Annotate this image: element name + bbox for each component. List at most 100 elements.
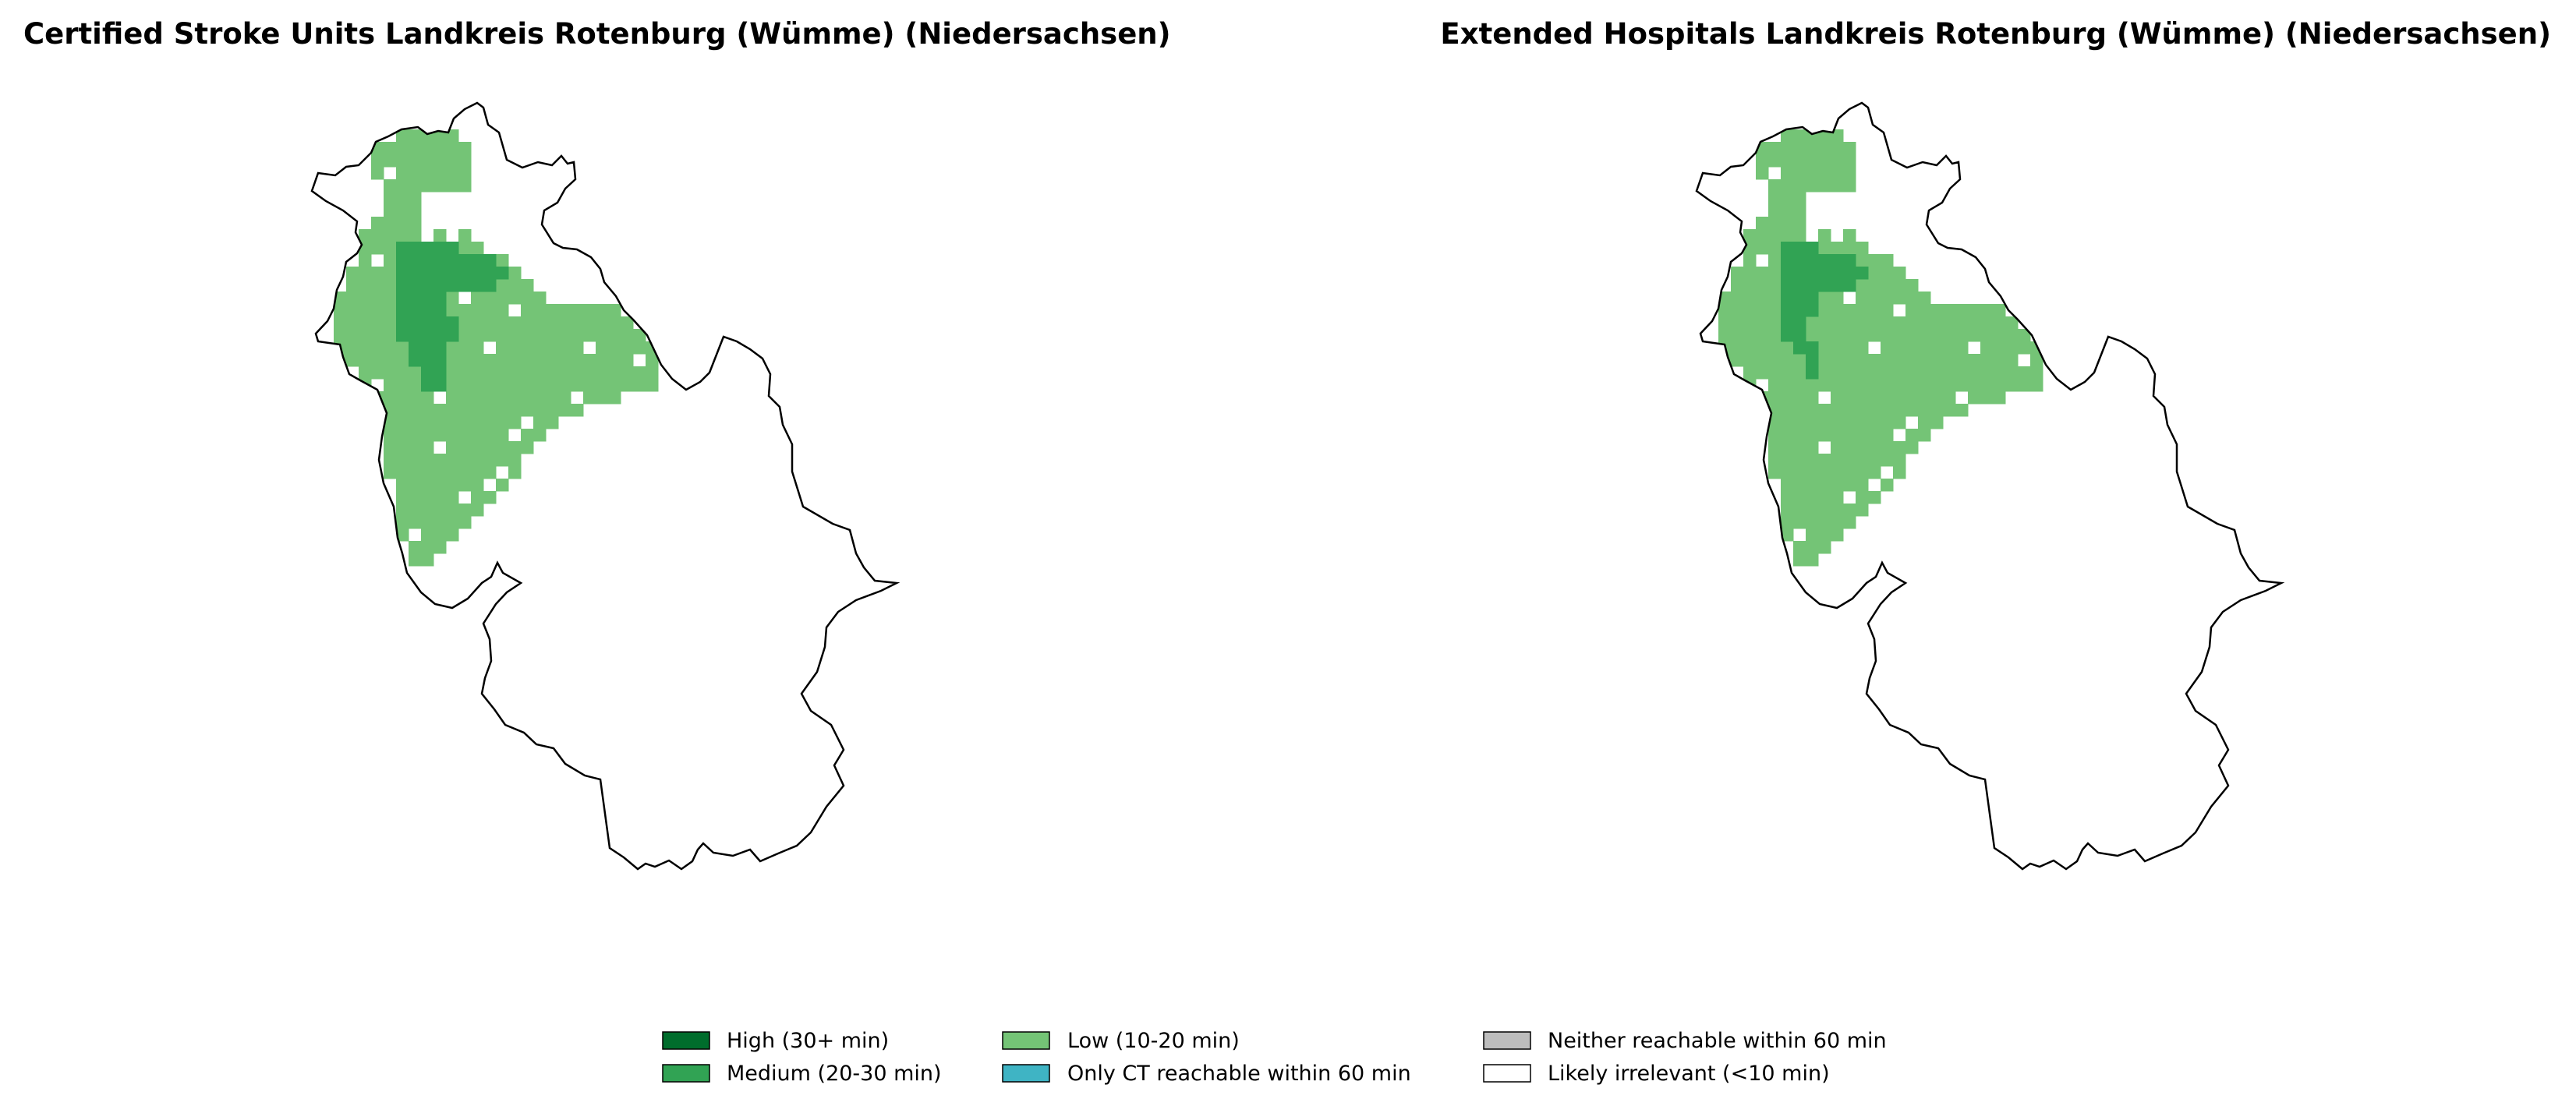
legend: High (30+ min) Medium (20-30 min) Low (1… <box>662 1029 1887 1086</box>
low-cell <box>458 354 472 367</box>
low-cell <box>1731 329 1744 342</box>
low-cell <box>458 329 472 342</box>
medium-cell <box>1843 254 1856 267</box>
low-cell <box>1756 316 1769 330</box>
low-cell <box>1930 329 1944 342</box>
low-cell <box>1905 279 1919 292</box>
low-cell <box>1893 341 1906 355</box>
low-cell <box>1893 366 1906 380</box>
low-cell <box>371 316 384 330</box>
medium-cell <box>396 304 409 317</box>
low-cell <box>1768 279 1782 292</box>
low-cell <box>1905 391 1919 405</box>
medium-cell <box>1818 279 1831 292</box>
low-cell <box>1856 479 1869 492</box>
low-cell <box>396 217 409 230</box>
low-cell <box>1943 316 1956 330</box>
low-cell <box>471 479 484 492</box>
low-cell <box>546 304 559 317</box>
medium-cell <box>1806 242 1819 255</box>
low-cell <box>1968 366 1981 380</box>
low-cell <box>1905 329 1919 342</box>
low-cell <box>521 341 534 355</box>
low-cell <box>396 416 409 429</box>
low-cell <box>1868 441 1881 454</box>
low-cell <box>1868 379 1881 392</box>
low-cell <box>1818 316 1831 330</box>
low-cell <box>533 404 547 417</box>
low-cell <box>533 292 547 305</box>
low-cell <box>496 316 509 330</box>
low-cell <box>446 429 459 442</box>
low-cell <box>533 341 547 355</box>
low-cell <box>1918 366 1931 380</box>
low-cell <box>1818 416 1831 429</box>
low-cell <box>396 229 409 242</box>
low-cell <box>1818 242 1831 255</box>
low-cell <box>1843 229 1856 242</box>
low-cell <box>1831 242 1844 255</box>
low-cell <box>1968 329 1981 342</box>
low-cell <box>1881 267 1894 280</box>
map-left-panel: Certified Stroke Units Landkreis Rotenbu… <box>23 17 1171 871</box>
low-cell <box>1768 192 1782 205</box>
medium-cell <box>433 354 447 367</box>
low-cell <box>421 142 434 155</box>
low-cell <box>1905 304 1919 317</box>
low-cell <box>1743 304 1757 317</box>
low-cell <box>1806 541 1819 554</box>
low-cell <box>458 429 472 442</box>
low-cell <box>1781 142 1794 155</box>
low-cell <box>1868 279 1881 292</box>
medium-cell <box>446 279 459 292</box>
low-cell <box>1868 404 1881 417</box>
low-cell <box>1868 304 1881 317</box>
medium-cell <box>483 279 497 292</box>
low-cell <box>1993 366 2006 380</box>
low-cell <box>446 154 459 168</box>
low-cell <box>1806 391 1819 405</box>
low-cell <box>334 329 347 342</box>
low-cell <box>1768 217 1782 230</box>
low-cell <box>458 479 472 492</box>
low-cell <box>483 304 497 317</box>
low-cell <box>1793 154 1806 168</box>
low-cell <box>359 341 372 355</box>
low-cell <box>396 379 409 392</box>
low-cell <box>646 354 659 367</box>
low-cell <box>621 316 634 330</box>
low-cell <box>396 528 409 542</box>
low-cell <box>596 366 609 380</box>
low-cell <box>458 142 472 155</box>
low-cell <box>1968 316 1981 330</box>
low-cell <box>446 142 459 155</box>
low-cell <box>521 304 534 317</box>
low-cell <box>1831 504 1844 517</box>
low-cell <box>1768 229 1782 242</box>
low-cell <box>2005 379 2019 392</box>
low-cell <box>471 316 484 330</box>
low-cell <box>471 416 484 429</box>
low-cell <box>1893 292 1906 305</box>
low-cell <box>1768 254 1782 267</box>
low-cell <box>1831 441 1844 454</box>
low-cell <box>1930 304 1944 317</box>
low-cell <box>384 429 397 442</box>
low-cell <box>1806 154 1819 168</box>
low-cell <box>1893 466 1906 479</box>
low-cell <box>1806 491 1819 504</box>
low-cell <box>396 404 409 417</box>
low-cell <box>1856 466 1869 479</box>
low-cell <box>1831 379 1844 392</box>
medium-cell <box>471 254 484 267</box>
low-cell <box>1905 379 1919 392</box>
low-cell <box>1818 516 1831 529</box>
low-cell <box>396 192 409 205</box>
medium-cell <box>433 366 447 380</box>
medium-cell <box>1793 242 1806 255</box>
low-cell <box>421 167 434 180</box>
low-cell <box>1856 316 1869 330</box>
low-cell <box>433 154 447 168</box>
legend-item-irrelevant: Likely irrelevant (<10 min) <box>1483 1062 1830 1086</box>
low-cell <box>1768 142 1782 155</box>
